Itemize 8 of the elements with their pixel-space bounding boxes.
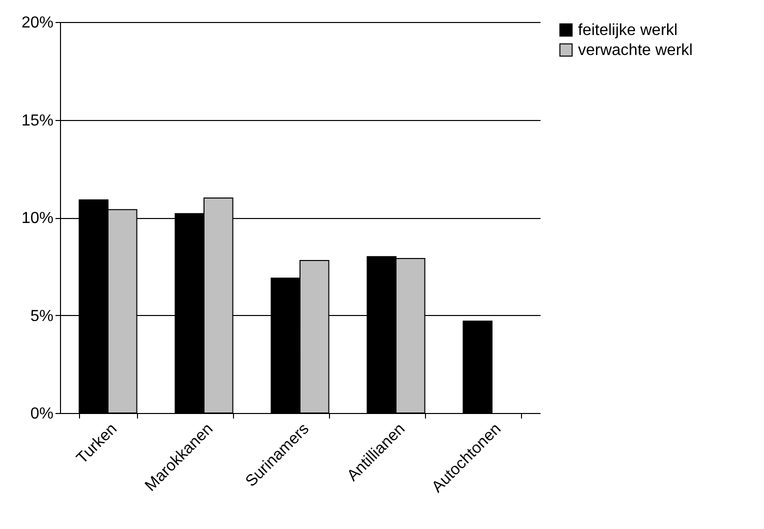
y-tick-label: 15% (21, 112, 54, 130)
y-tick-label: 0% (30, 406, 54, 422)
bar (462, 320, 492, 414)
y-tick-label: 5% (30, 308, 54, 325)
legend-label: verwachte werkl (578, 42, 693, 59)
y-tick-label: 20% (21, 14, 54, 32)
y-tick-label: 10% (21, 210, 54, 227)
legend-label: feitelijke werkl (578, 22, 678, 39)
